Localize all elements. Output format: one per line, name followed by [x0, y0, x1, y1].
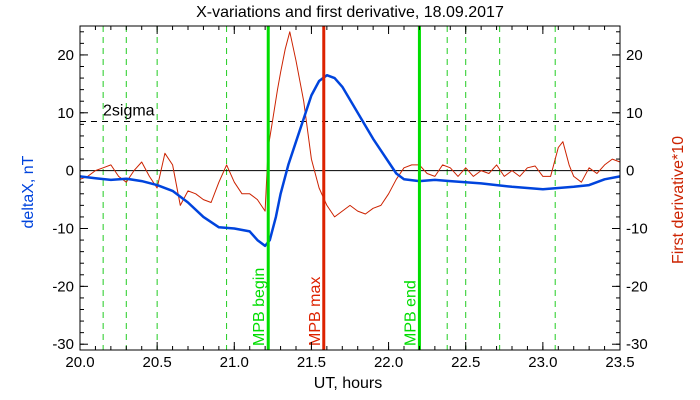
y-tick-label-left-3: -10	[52, 221, 74, 238]
marker-label-1: MPB max	[307, 277, 324, 346]
sigma-label: 2sigma	[103, 102, 155, 119]
x-tick-label-7: 23.5	[605, 354, 634, 371]
y-axis-left-label: deltaX, nT	[20, 155, 37, 228]
deltax-series-line	[79, 73, 621, 248]
y-tick-label-left-2: 0	[66, 163, 74, 180]
x-tick-label-0: 20.0	[65, 354, 94, 371]
plot-frame	[79, 25, 621, 351]
y-tick-label-left-0: 20	[57, 47, 74, 64]
y-tick-label-left-5: -30	[52, 336, 74, 353]
y-tick-label-right-3: -10	[626, 221, 648, 238]
marker-label-0: MPB begin	[251, 268, 268, 346]
x-tick-label-3: 21.5	[297, 354, 326, 371]
chart-title: X-variations and first derivative, 18.09…	[196, 4, 504, 21]
derivative-series-line	[79, 31, 621, 218]
y-tick-label-right-5: -30	[626, 336, 648, 353]
y-axis-right-label: First derivative*10	[670, 136, 687, 264]
x-tick-label-6: 23.0	[528, 354, 557, 371]
y-tick-label-right-4: -20	[626, 278, 648, 295]
y-tick-label-left-1: 10	[57, 105, 74, 122]
x-tick-label-4: 22.0	[374, 354, 403, 371]
y-tick-label-right-2: 0	[626, 163, 634, 180]
x-tick-label-2: 21.0	[220, 354, 249, 371]
x-axis-label: UT, hours	[314, 375, 382, 392]
y-tick-label-left-4: -20	[52, 278, 74, 295]
x-tick-label-5: 22.5	[451, 354, 480, 371]
y-tick-label-right-0: 20	[626, 47, 643, 64]
x-tick-label-1: 20.5	[143, 354, 172, 371]
y-tick-label-right-1: 10	[626, 105, 643, 122]
marker-label-2: MPB end	[402, 280, 419, 346]
